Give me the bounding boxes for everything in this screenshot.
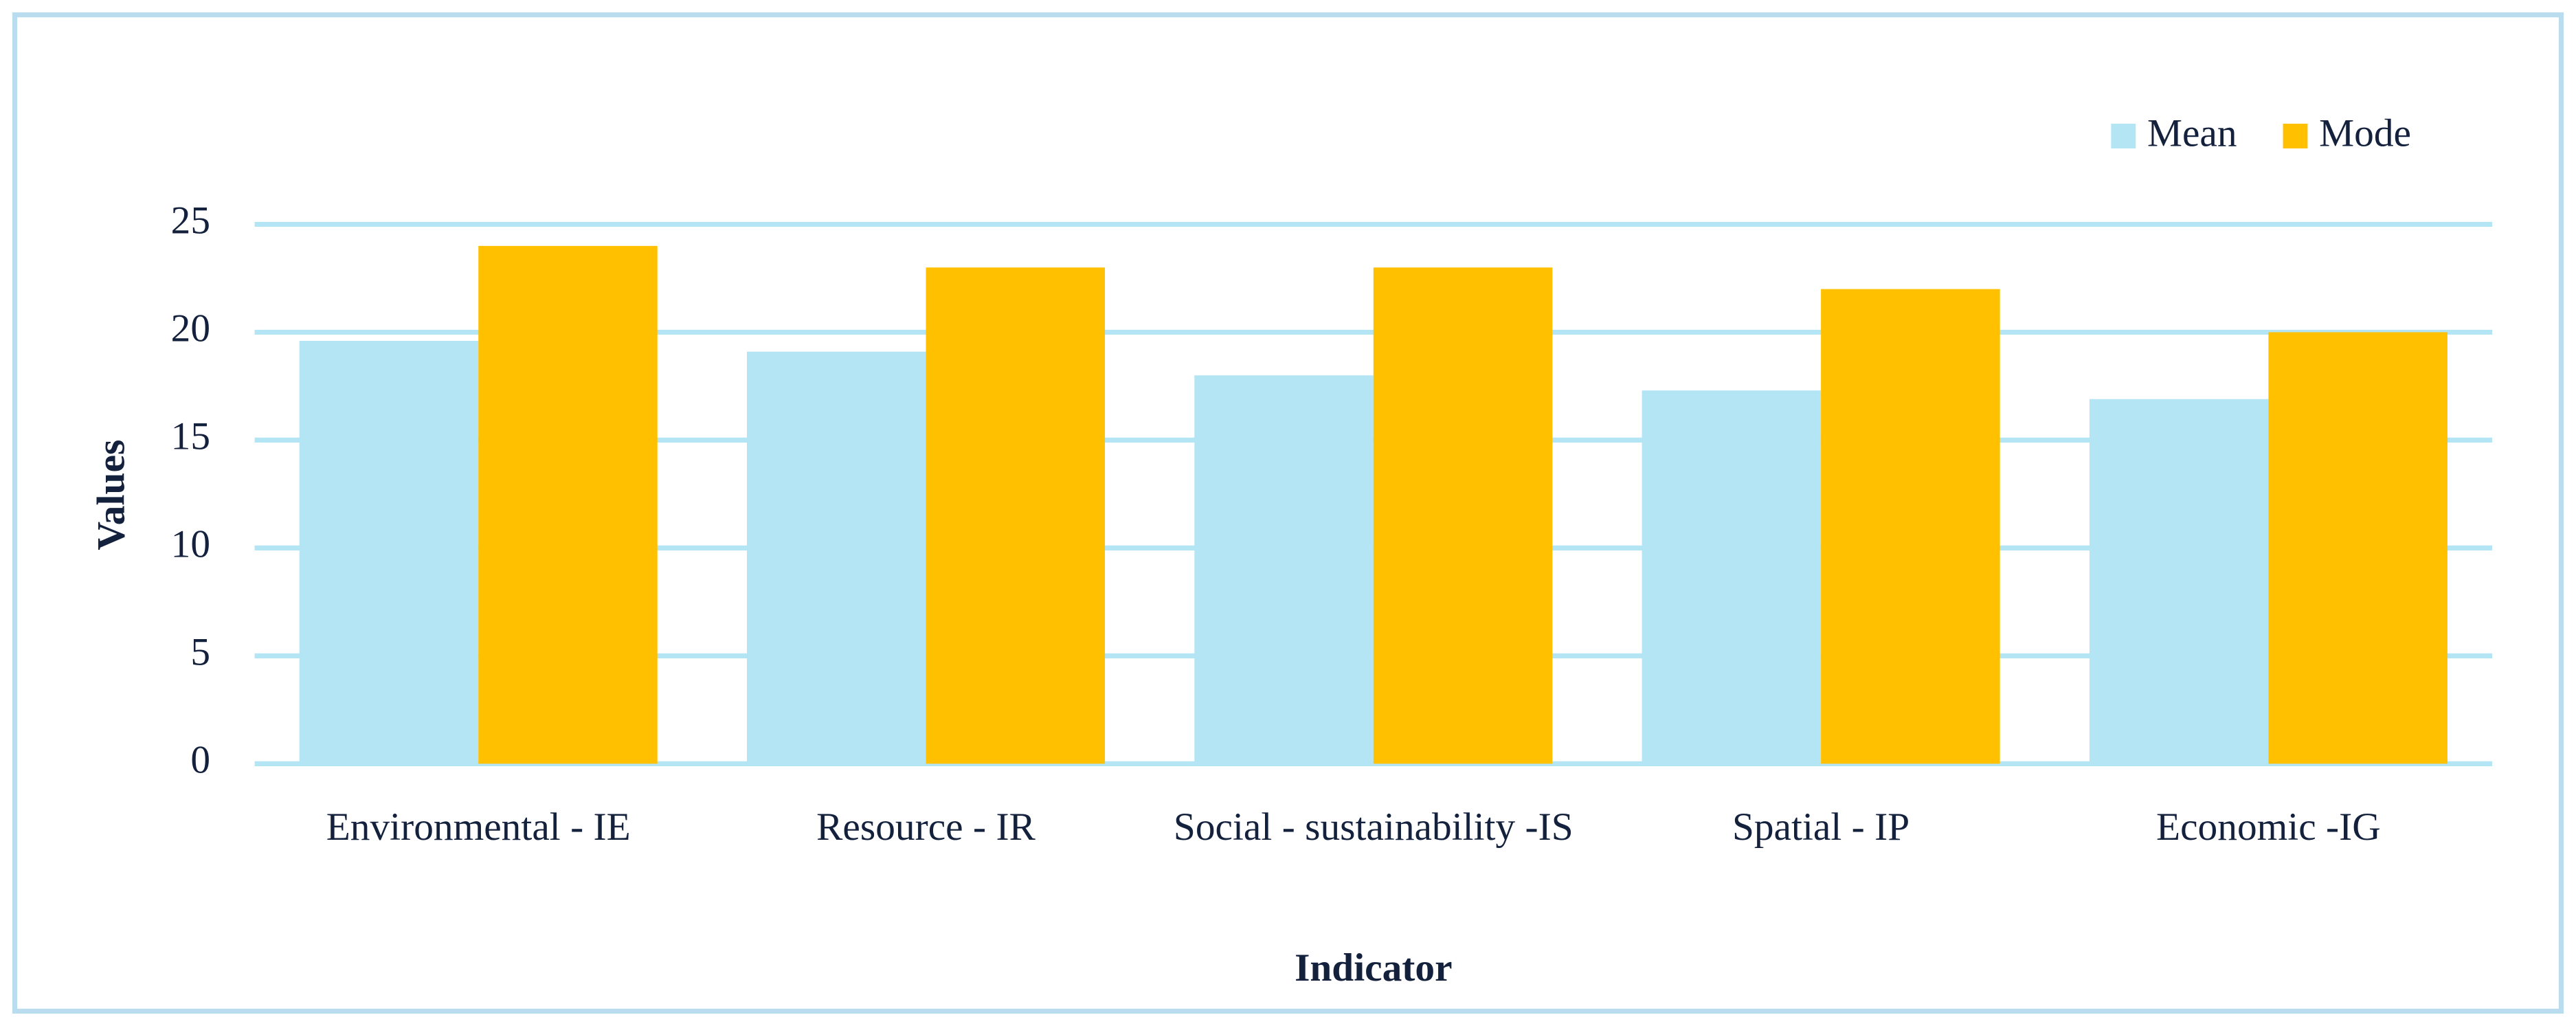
x-tick-label: Economic -IG [2156, 806, 2381, 850]
bar [2089, 399, 2269, 764]
x-tick-label-box: Economic -IG [2156, 806, 2381, 850]
bar [926, 267, 1106, 764]
bar [299, 340, 479, 764]
bar [2268, 332, 2448, 764]
y-axis-label: Values [90, 440, 133, 550]
y-tick-label: 0 [190, 738, 210, 781]
x-tick-label-box: Spatial - IP [1732, 806, 1910, 850]
x-axis-label: Indicator [1295, 946, 1453, 990]
y-tick-label: 20 [171, 307, 210, 350]
bar [747, 351, 926, 764]
legend-label: Mean [2147, 111, 2237, 155]
bar [1821, 289, 2000, 764]
y-tick-label: 10 [171, 523, 210, 566]
y-tick-label: 25 [171, 199, 210, 243]
legend-label: Mode [2319, 111, 2411, 155]
bar [1194, 375, 1374, 764]
x-tick-label-box: Social - sustainability -IS [1173, 806, 1573, 850]
x-tick-label: Spatial - IP [1732, 806, 1910, 850]
legend-swatch [2111, 124, 2136, 149]
bar [478, 245, 658, 764]
x-tick-label: Social - sustainability -IS [1173, 806, 1573, 850]
x-tick-label: Resource - IR [816, 806, 1035, 850]
bar [1642, 390, 1822, 764]
x-tick-label-box: Environmental - IE [326, 806, 631, 850]
x-tick-label: Environmental - IE [326, 806, 631, 850]
x-tick-label-box: Resource - IR [816, 806, 1035, 850]
bar [1373, 267, 1553, 764]
legend-swatch [2283, 124, 2308, 149]
y-tick-label: 15 [171, 415, 210, 458]
y-tick-label: 5 [190, 630, 210, 673]
